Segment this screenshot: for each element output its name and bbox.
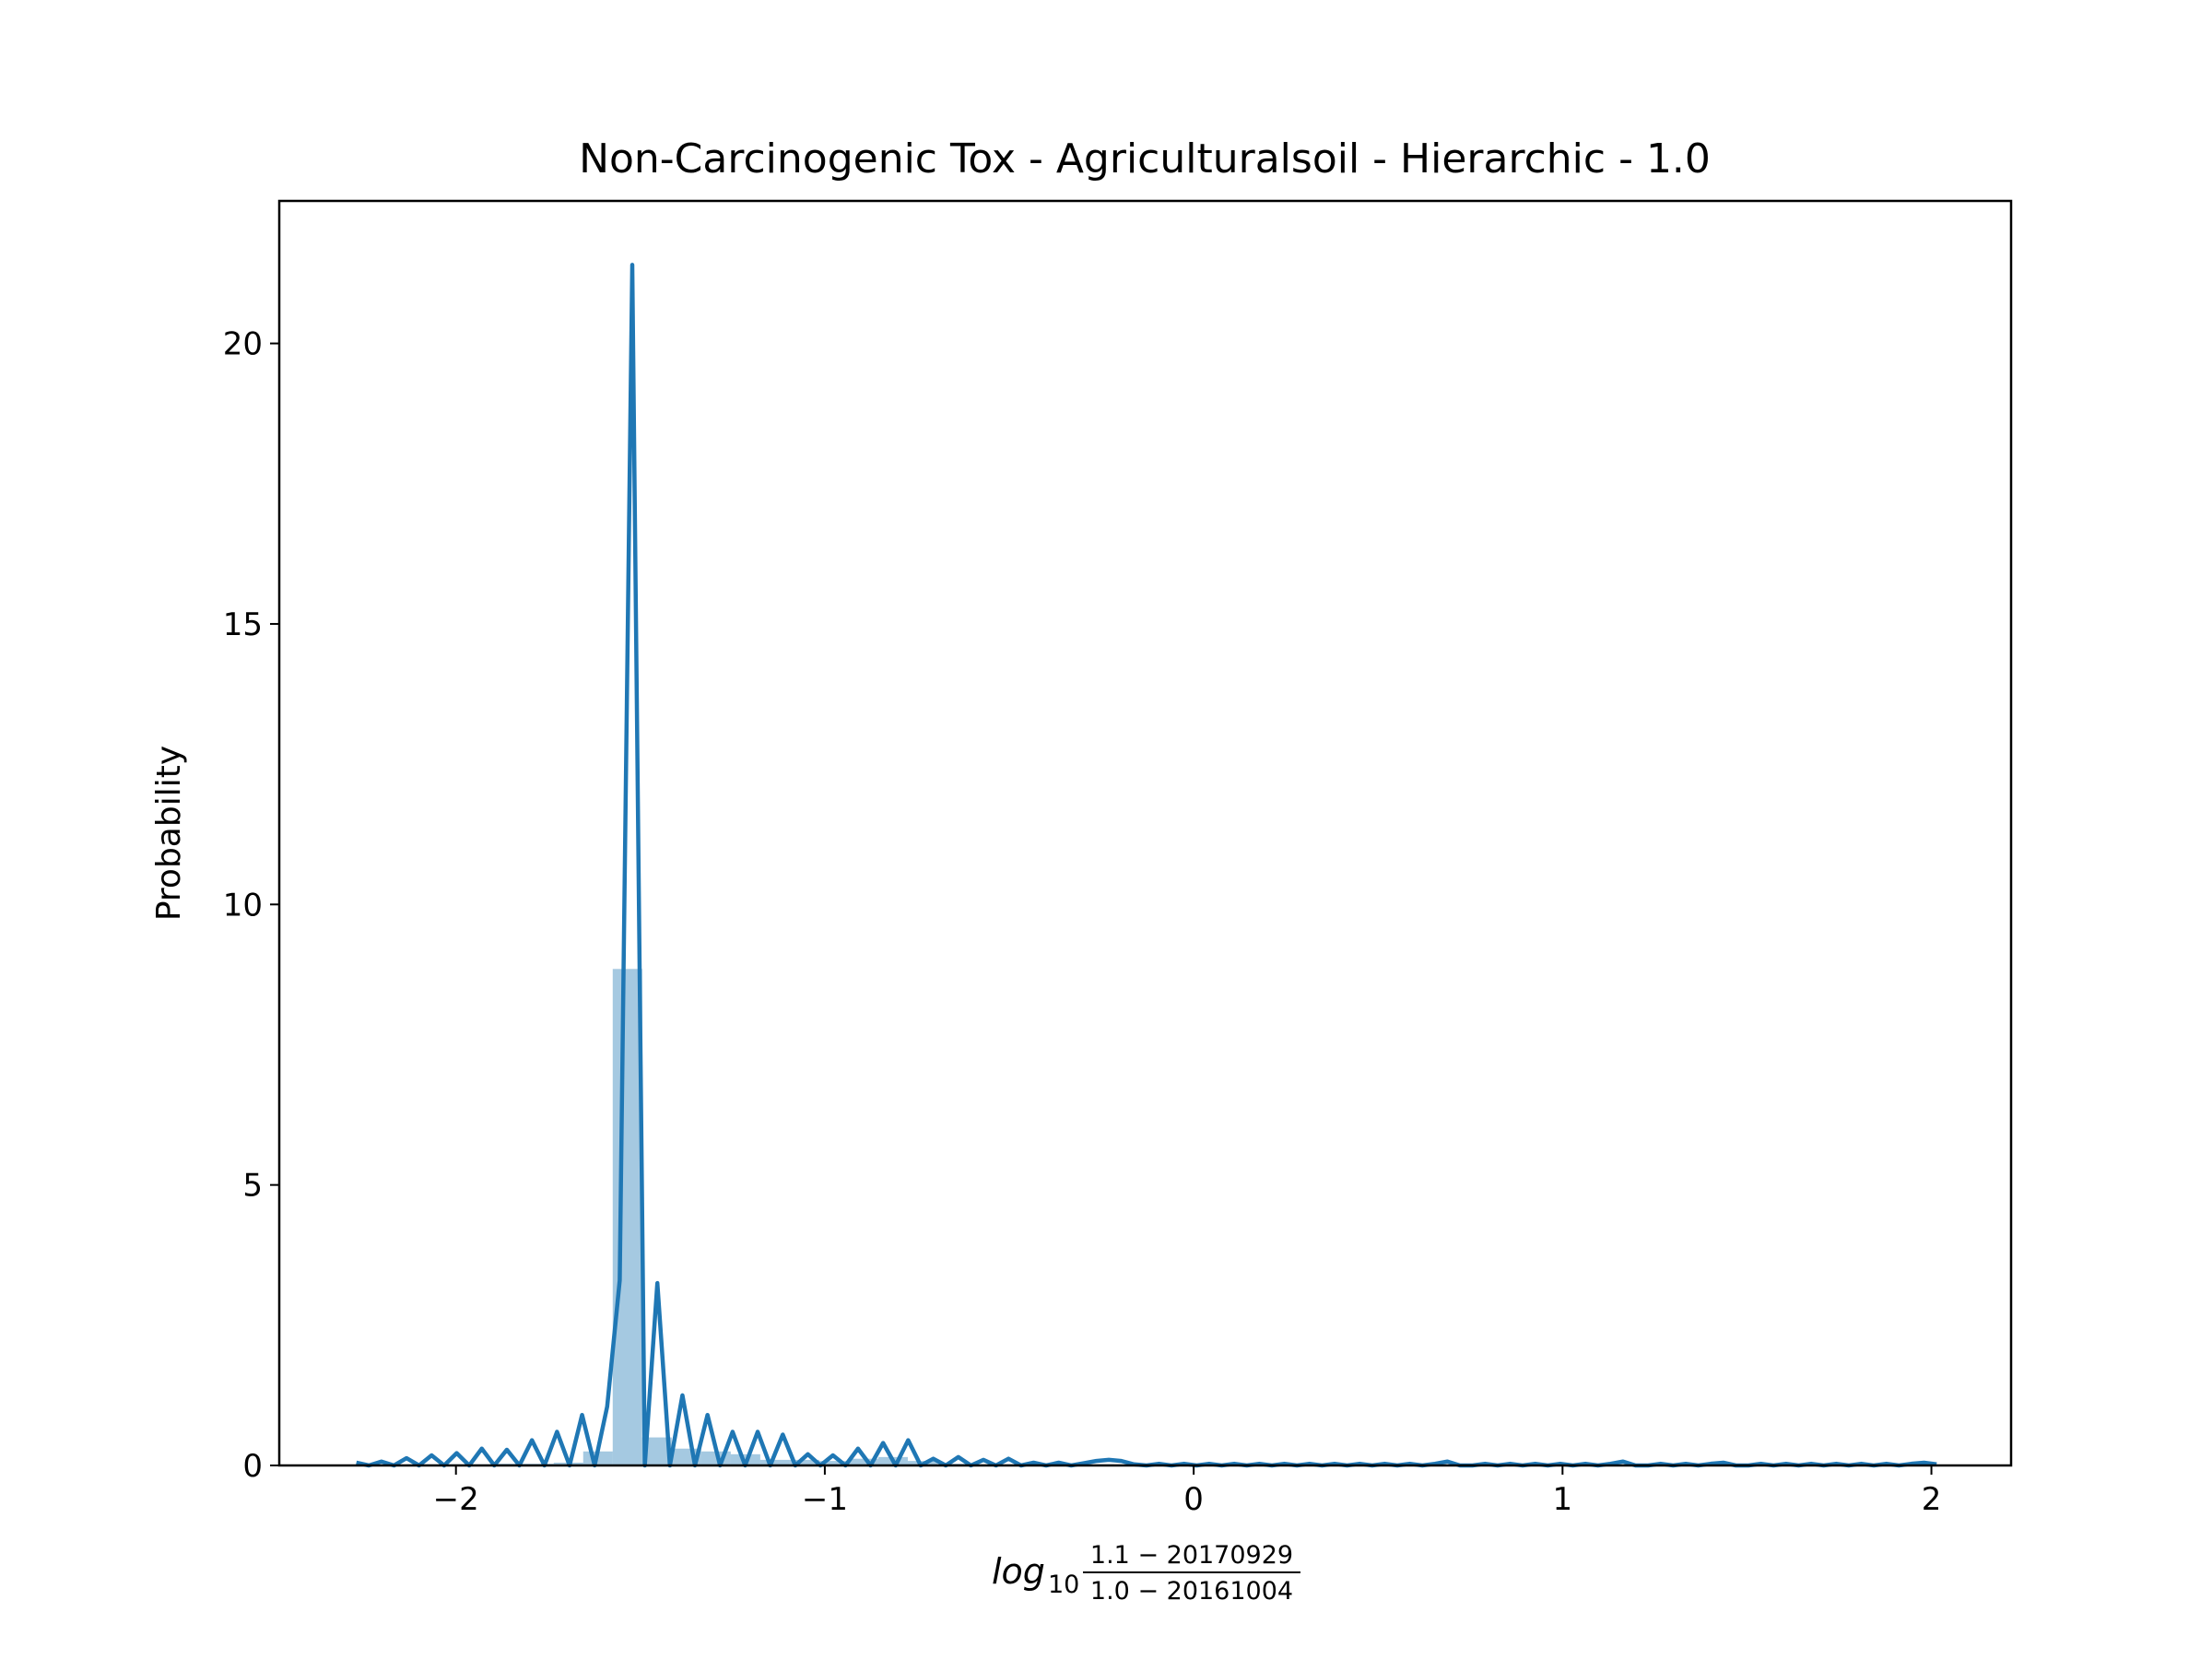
x-axis-label-subscript: 10 [1048,1571,1079,1599]
x-tick-label: −1 [802,1481,848,1518]
histogram-bar [612,969,642,1465]
x-tick-label: −2 [433,1481,479,1518]
y-tick-label: 15 [223,606,263,643]
y-axis-label: Probability [150,746,188,921]
x-tick-label: 0 [1183,1481,1204,1518]
x-axis-label-denominator: 1.0 − 20161004 [1090,1577,1293,1606]
histogram-bar [848,1458,878,1465]
chart-title: Non-Carcinogenic Tox - Agriculturalsoil … [579,135,1711,182]
histogram-bar [759,1459,790,1465]
x-tick-label: 2 [1922,1481,1942,1518]
axes-frame [277,199,2013,1467]
x-tick-label: 1 [1553,1481,1573,1518]
y-tick-label: 10 [223,887,263,924]
y-tick-label: 5 [242,1168,263,1205]
histogram-bar [789,1459,819,1465]
x-axis-label-numerator: 1.1 − 20170929 [1090,1541,1293,1570]
histogram-bar [818,1461,849,1465]
y-tick-label: 0 [242,1448,263,1485]
y-tick-label: 20 [223,326,263,363]
x-axis-label-log: log [992,1551,1045,1592]
